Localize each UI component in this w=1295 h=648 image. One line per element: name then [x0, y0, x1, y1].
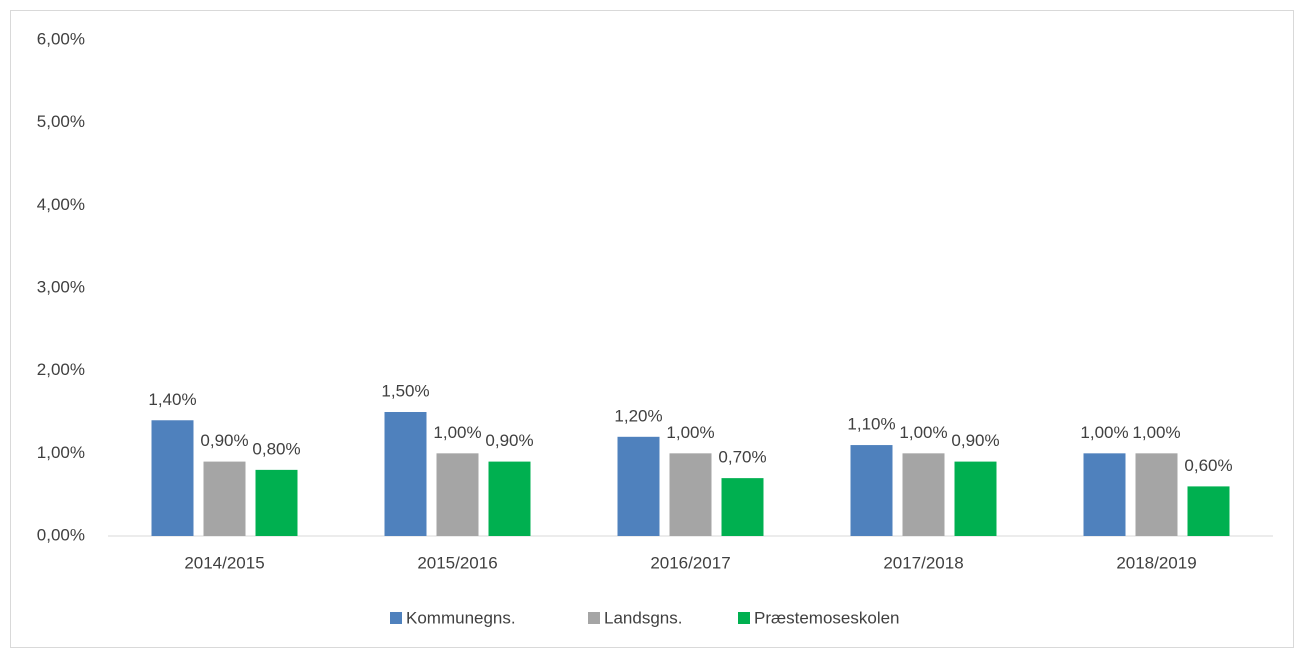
y-tick-label: 3,00% [37, 277, 85, 296]
bar [902, 453, 945, 536]
legend-swatch [738, 612, 750, 624]
bar [721, 478, 764, 536]
data-label: 0,90% [485, 431, 533, 450]
y-tick-label: 1,00% [37, 443, 85, 462]
data-label: 1,00% [899, 423, 947, 442]
data-label: 1,20% [614, 406, 662, 425]
data-label: 0,70% [718, 448, 766, 467]
data-label: 0,90% [200, 431, 248, 450]
bar [384, 412, 427, 536]
x-tick-label: 2014/2015 [184, 553, 264, 572]
data-label: 1,50% [381, 381, 429, 400]
bar [850, 445, 893, 536]
data-label: 1,00% [433, 423, 481, 442]
chart-frame [10, 10, 1294, 648]
y-tick-label: 0,00% [37, 525, 85, 544]
x-tick-label: 2015/2016 [417, 553, 497, 572]
data-label: 1,00% [1080, 423, 1128, 442]
x-tick-label: 2017/2018 [883, 553, 963, 572]
y-tick-label: 5,00% [37, 112, 85, 131]
bar [1135, 453, 1178, 536]
data-label: 1,10% [847, 415, 895, 434]
data-label: 0,80% [252, 439, 300, 458]
y-tick-label: 6,00% [37, 29, 85, 48]
legend-label: Præstemoseskolen [754, 608, 900, 627]
bar [151, 420, 194, 536]
data-label: 1,00% [1132, 423, 1180, 442]
bar [488, 461, 531, 536]
bar [255, 469, 298, 536]
data-label: 1,40% [148, 390, 196, 409]
bar [1187, 486, 1230, 536]
data-label: 0,60% [1184, 456, 1232, 475]
y-tick-label: 2,00% [37, 360, 85, 379]
x-tick-label: 2016/2017 [650, 553, 730, 572]
legend-label: Landsgns. [604, 608, 682, 627]
x-tick-label: 2018/2019 [1116, 553, 1196, 572]
bar [669, 453, 712, 536]
bar [436, 453, 479, 536]
bar [954, 461, 997, 536]
y-tick-label: 4,00% [37, 195, 85, 214]
data-label: 0,90% [951, 431, 999, 450]
bar [617, 436, 660, 536]
legend-swatch [390, 612, 402, 624]
bar [1083, 453, 1126, 536]
bar [203, 461, 246, 536]
data-label: 1,00% [666, 423, 714, 442]
legend-label: Kommunegns. [406, 608, 516, 627]
legend-swatch [588, 612, 600, 624]
